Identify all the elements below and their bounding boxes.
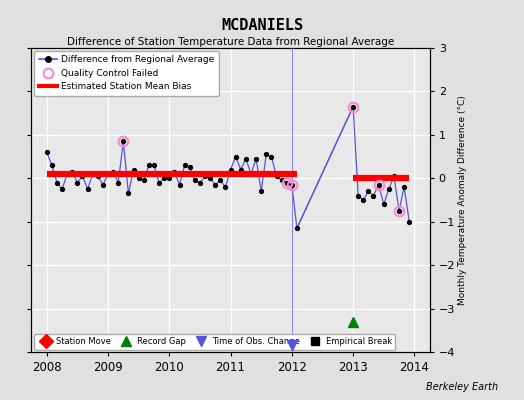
Text: MCDANIELS: MCDANIELS — [221, 18, 303, 33]
Y-axis label: Monthly Temperature Anomaly Difference (°C): Monthly Temperature Anomaly Difference (… — [458, 95, 467, 305]
Text: Berkeley Earth: Berkeley Earth — [425, 382, 498, 392]
Title: Difference of Station Temperature Data from Regional Average: Difference of Station Temperature Data f… — [67, 37, 394, 47]
Legend: Station Move, Record Gap, Time of Obs. Change, Empirical Break: Station Move, Record Gap, Time of Obs. C… — [34, 334, 395, 350]
